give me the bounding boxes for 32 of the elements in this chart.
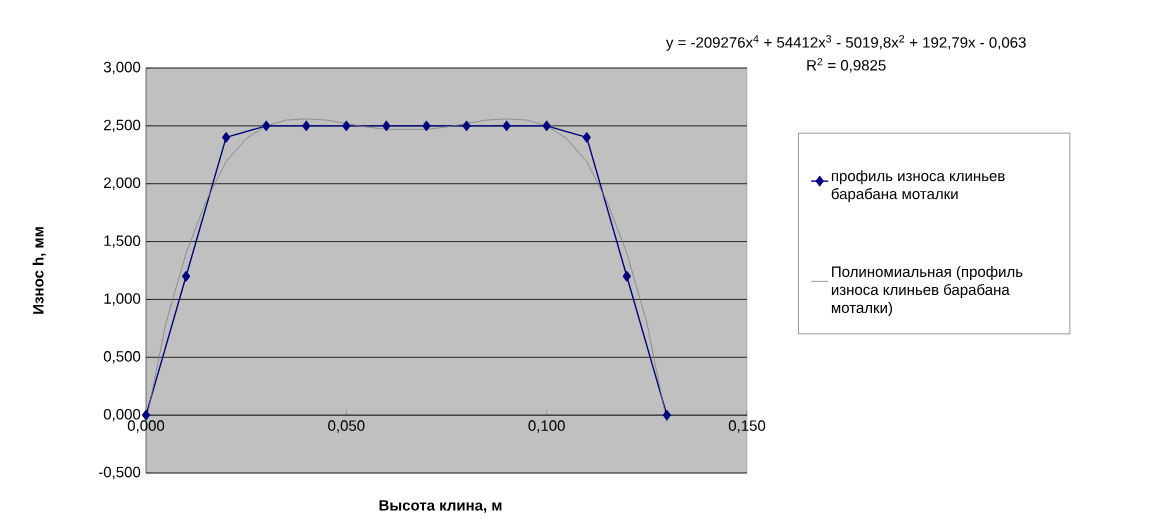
- x-tick-label: 0,100: [528, 420, 565, 433]
- point: [222, 132, 231, 143]
- y-tick-label: 2,000: [104, 177, 141, 190]
- x-tick-label: 0,000: [127, 420, 165, 433]
- point: [382, 120, 391, 132]
- point: [302, 120, 311, 132]
- x-tick-label: 0,050: [328, 420, 365, 433]
- point: [582, 132, 591, 143]
- point: [181, 271, 191, 282]
- y-tick-label: 1,500: [104, 235, 141, 248]
- point: [462, 120, 471, 132]
- y-tick-label: 0,500: [103, 351, 141, 364]
- point: [262, 120, 271, 132]
- text: R$^{2}$ = 0,9825: [807, 57, 886, 73]
- text: y = -209276x$^{4}$ + 54412x$^{3}$ - 5019,8x$^{2}$ + 192,79x - 0,063: [665, 35, 1026, 51]
- y-axis-title: Износ h, мм: [32, 227, 46, 314]
- y-tick-label: 2,500: [104, 119, 141, 133]
- point: [542, 120, 551, 132]
- point: [422, 120, 431, 132]
- x-axis-title: Высота клина, м: [379, 500, 502, 513]
- legend-label: профиль износа клиньев барабана моталки: [831, 170, 1005, 203]
- point: [502, 120, 511, 132]
- point: [622, 271, 631, 282]
- y-tick-label: 3,000: [103, 61, 141, 75]
- x-tick-label: 0,150: [728, 420, 766, 433]
- legend-label: Полиномиальная (профиль износа клиньев барабана моталки): [831, 266, 1023, 316]
- y-tick-label: 0,000: [103, 408, 141, 422]
- point: [662, 409, 671, 421]
- y-tick-label: -0,500: [98, 466, 141, 480]
- point: [342, 120, 351, 132]
- point: [141, 409, 151, 421]
- y-tick-label: 1,000: [104, 293, 141, 306]
